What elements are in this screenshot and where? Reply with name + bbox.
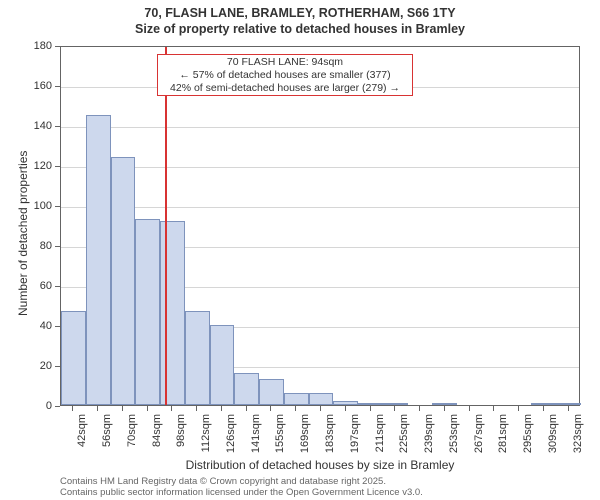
title-line-1: 70, FLASH LANE, BRAMLEY, ROTHERHAM, S66 … bbox=[0, 6, 600, 22]
x-tick-label: 42sqm bbox=[76, 381, 88, 414]
highlight-marker-line bbox=[165, 47, 167, 405]
x-tick-label: 267sqm bbox=[473, 375, 485, 414]
x-tick-label: 98sqm bbox=[175, 381, 187, 414]
x-tick-mark bbox=[97, 406, 98, 411]
y-tick-label: 100 bbox=[0, 200, 52, 212]
x-tick-mark bbox=[469, 406, 470, 411]
x-tick-mark bbox=[72, 406, 73, 411]
x-tick-label: 281sqm bbox=[497, 375, 509, 414]
x-tick-mark bbox=[493, 406, 494, 411]
annotation-box: 70 FLASH LANE: 94sqm ← 57% of detached h… bbox=[157, 54, 413, 96]
x-tick-label: 239sqm bbox=[423, 375, 435, 414]
x-tick-mark bbox=[147, 406, 148, 411]
x-tick-label: 183sqm bbox=[324, 375, 336, 414]
x-tick-mark bbox=[221, 406, 222, 411]
y-tick-label: 0 bbox=[0, 400, 52, 412]
bar bbox=[160, 221, 185, 405]
y-tick-label: 20 bbox=[0, 360, 52, 372]
x-tick-mark bbox=[320, 406, 321, 411]
x-tick-mark bbox=[518, 406, 519, 411]
y-tick-label: 40 bbox=[0, 320, 52, 332]
x-tick-label: 295sqm bbox=[522, 375, 534, 414]
x-tick-mark bbox=[568, 406, 569, 411]
gridline bbox=[61, 127, 579, 128]
y-tick-label: 80 bbox=[0, 240, 52, 252]
x-tick-mark bbox=[270, 406, 271, 411]
annotation-line-1: 70 FLASH LANE: 94sqm bbox=[158, 56, 412, 69]
x-tick-mark bbox=[295, 406, 296, 411]
title-line-2: Size of property relative to detached ho… bbox=[0, 22, 600, 38]
gridline bbox=[61, 207, 579, 208]
x-tick-label: 169sqm bbox=[299, 375, 311, 414]
x-tick-label: 126sqm bbox=[225, 375, 237, 414]
x-tick-mark bbox=[171, 406, 172, 411]
x-tick-label: 309sqm bbox=[547, 375, 559, 414]
x-tick-mark bbox=[444, 406, 445, 411]
x-tick-label: 253sqm bbox=[448, 375, 460, 414]
y-tick-label: 140 bbox=[0, 120, 52, 132]
y-tick-mark bbox=[55, 406, 60, 407]
x-tick-label: 197sqm bbox=[349, 375, 361, 414]
x-tick-mark bbox=[246, 406, 247, 411]
annotation-line-2: ← 57% of detached houses are smaller (37… bbox=[158, 69, 412, 82]
bar bbox=[111, 157, 136, 405]
x-axis-label: Distribution of detached houses by size … bbox=[60, 458, 580, 472]
footer-line-2: Contains public sector information licen… bbox=[0, 487, 600, 498]
bar bbox=[86, 115, 111, 405]
x-tick-label: 70sqm bbox=[126, 381, 138, 414]
footer-line-1: Contains HM Land Registry data © Crown c… bbox=[0, 476, 600, 487]
x-tick-mark bbox=[122, 406, 123, 411]
y-tick-label: 180 bbox=[0, 40, 52, 52]
plot-area: 70 FLASH LANE: 94sqm ← 57% of detached h… bbox=[60, 46, 580, 406]
annotation-line-3: 42% of semi-detached houses are larger (… bbox=[158, 82, 412, 95]
x-tick-label: 323sqm bbox=[572, 375, 584, 414]
y-tick-label: 160 bbox=[0, 80, 52, 92]
chart-titles: 70, FLASH LANE, BRAMLEY, ROTHERHAM, S66 … bbox=[0, 0, 600, 37]
x-tick-mark bbox=[370, 406, 371, 411]
gridline bbox=[61, 167, 579, 168]
x-tick-label: 225sqm bbox=[398, 375, 410, 414]
x-tick-label: 84sqm bbox=[151, 381, 163, 414]
x-tick-mark bbox=[394, 406, 395, 411]
x-tick-label: 155sqm bbox=[274, 375, 286, 414]
x-tick-label: 141sqm bbox=[250, 375, 262, 414]
bar bbox=[135, 219, 160, 405]
x-tick-mark bbox=[196, 406, 197, 411]
x-tick-mark bbox=[543, 406, 544, 411]
footer-attribution: Contains HM Land Registry data © Crown c… bbox=[0, 476, 600, 499]
x-tick-mark bbox=[419, 406, 420, 411]
x-tick-label: 56sqm bbox=[101, 381, 113, 414]
x-tick-mark bbox=[345, 406, 346, 411]
y-tick-label: 60 bbox=[0, 280, 52, 292]
x-tick-label: 112sqm bbox=[200, 376, 212, 414]
x-tick-label: 211sqm bbox=[374, 376, 386, 414]
y-tick-label: 120 bbox=[0, 160, 52, 172]
chart-container: 70, FLASH LANE, BRAMLEY, ROTHERHAM, S66 … bbox=[0, 0, 600, 500]
